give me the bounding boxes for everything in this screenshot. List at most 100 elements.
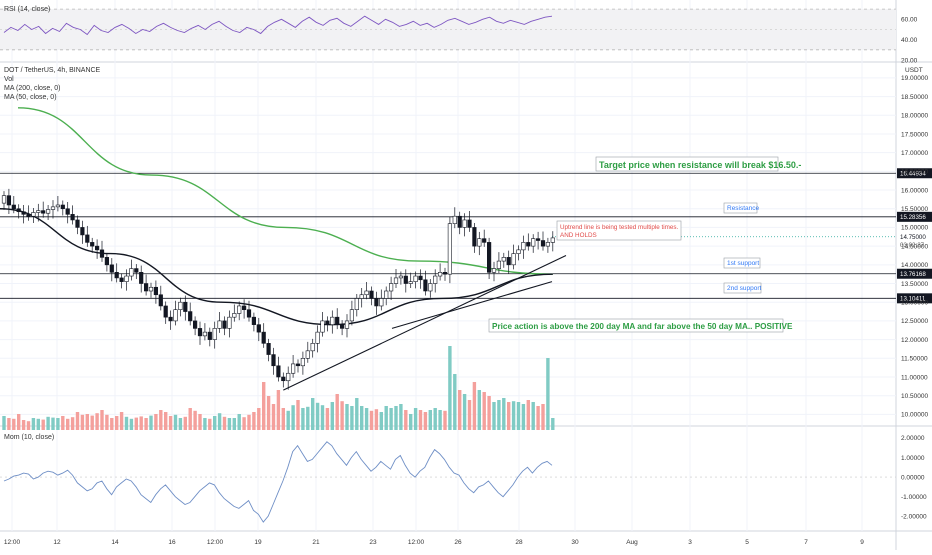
candle-body <box>232 313 237 318</box>
candle-body <box>462 219 467 228</box>
candle-body <box>349 309 355 322</box>
candle-body <box>144 283 149 292</box>
support2-label: 2nd support <box>727 285 762 292</box>
candle-body <box>359 294 364 299</box>
candle-body <box>516 249 521 254</box>
volume-bar <box>159 410 163 430</box>
level-price-tag <box>897 268 932 279</box>
rsi-legend[interactable]: RSI (14, close) <box>4 5 50 14</box>
volume-bar <box>36 418 40 430</box>
volume-bar <box>26 421 31 430</box>
level-price-text: 13.10411 <box>900 296 926 303</box>
candle-body <box>197 328 203 337</box>
volume-bar <box>546 358 550 430</box>
candle-body <box>114 272 119 279</box>
volume-bar <box>242 417 246 430</box>
price-tick-label: 15.00000 <box>901 225 928 232</box>
level-price-text: 15.28356 <box>900 214 926 221</box>
candle-body <box>496 260 502 269</box>
price-axis[interactable]: 60.00 40.00 20.00 16.44934 15.28356 13.76168 1… <box>897 17 932 521</box>
volume-bar <box>443 410 447 430</box>
ma200-line <box>17 107 553 275</box>
candle-body <box>413 275 418 282</box>
candle-body <box>207 331 212 340</box>
time-tick-label: 12:00 <box>207 539 224 546</box>
volume-bar <box>119 412 124 430</box>
candle-body <box>6 195 11 206</box>
time-tick-label: 12 <box>53 539 61 546</box>
volume-bar <box>31 418 36 430</box>
volume-bar <box>389 408 393 430</box>
time-tick-label: 19 <box>254 539 262 546</box>
candle-body <box>535 238 541 241</box>
candle-body <box>482 238 487 243</box>
time-tick-label: 26 <box>454 539 462 546</box>
candle-body <box>222 320 227 329</box>
rsi-tick-label: 40.00 <box>901 37 918 44</box>
volume-bar <box>404 410 408 430</box>
volume-bar <box>364 408 369 430</box>
ma200-label: MA (200, close, 0) <box>4 85 61 92</box>
volume-bar <box>51 417 55 430</box>
candle-body <box>418 275 423 281</box>
volume-bar <box>315 402 320 430</box>
uptrend-label-box <box>556 220 682 241</box>
time-tick-label: 3 <box>688 539 692 546</box>
volume-bar <box>80 414 85 430</box>
time-axis[interactable]: 12:00 12 14 16 12:00 19 21 23 12:00 26 28 30 Aug 3 5 7 9 <box>4 539 864 546</box>
candle-body <box>193 320 198 329</box>
volume-bar <box>75 412 80 430</box>
volume-bar <box>154 414 158 430</box>
volume-bar <box>433 408 437 430</box>
volume-bar <box>511 401 516 430</box>
candle-body <box>202 331 208 337</box>
volume-bar <box>507 402 511 430</box>
candle-body <box>339 324 345 329</box>
volume-bar <box>85 414 89 430</box>
main-legend[interactable]: DOT / TetherUS, 4h, BINANCE Vol MA (200,… <box>4 66 100 102</box>
candle-body <box>276 365 281 378</box>
price-tick-label: 12.50000 <box>901 318 928 325</box>
momentum-tick-label: -2.00000 <box>901 514 927 521</box>
volume-bar <box>521 404 526 430</box>
price-tick-label: 11.50000 <box>901 356 928 363</box>
uptrend-line <box>283 254 567 391</box>
time-tick-label: 9 <box>860 539 864 546</box>
time-tick-label: 12:00 <box>408 539 425 546</box>
volume-bar <box>311 398 315 430</box>
rsi-legend-label: RSI (14, close) <box>4 6 51 13</box>
candle-body <box>437 272 443 277</box>
candle-body <box>491 268 497 273</box>
price-tick-label: 17.50000 <box>901 131 928 138</box>
volume-bar <box>222 416 227 430</box>
volume-bar <box>178 418 183 430</box>
candle-body <box>467 219 472 228</box>
candle-body <box>188 311 193 322</box>
volume-bar <box>482 392 486 430</box>
price-tick-label: 18.50000 <box>901 94 928 101</box>
volume-bar <box>168 416 173 430</box>
trend-lines <box>283 254 567 391</box>
candle-body <box>531 238 536 247</box>
candle-body <box>173 309 178 322</box>
candle-body <box>393 277 399 284</box>
candle-body <box>11 204 16 210</box>
volume-bar <box>374 409 379 430</box>
momentum-tick-label: 2.00000 <box>901 435 925 442</box>
candle-body <box>330 316 335 325</box>
volume-bar <box>164 412 168 430</box>
candle-body <box>242 305 247 310</box>
time-tick-label: 14 <box>111 539 119 546</box>
candle-body <box>16 208 21 213</box>
candle-body <box>261 331 266 344</box>
ma50-label: MA (50, close, 0) <box>4 94 57 101</box>
candle-body <box>65 208 70 215</box>
momentum-legend[interactable]: Mom (10, close) <box>4 433 54 442</box>
candle-body <box>256 324 261 333</box>
candle-body <box>398 275 404 279</box>
candle-body <box>286 372 291 382</box>
candle-body <box>266 343 271 355</box>
candle-body <box>183 301 188 312</box>
